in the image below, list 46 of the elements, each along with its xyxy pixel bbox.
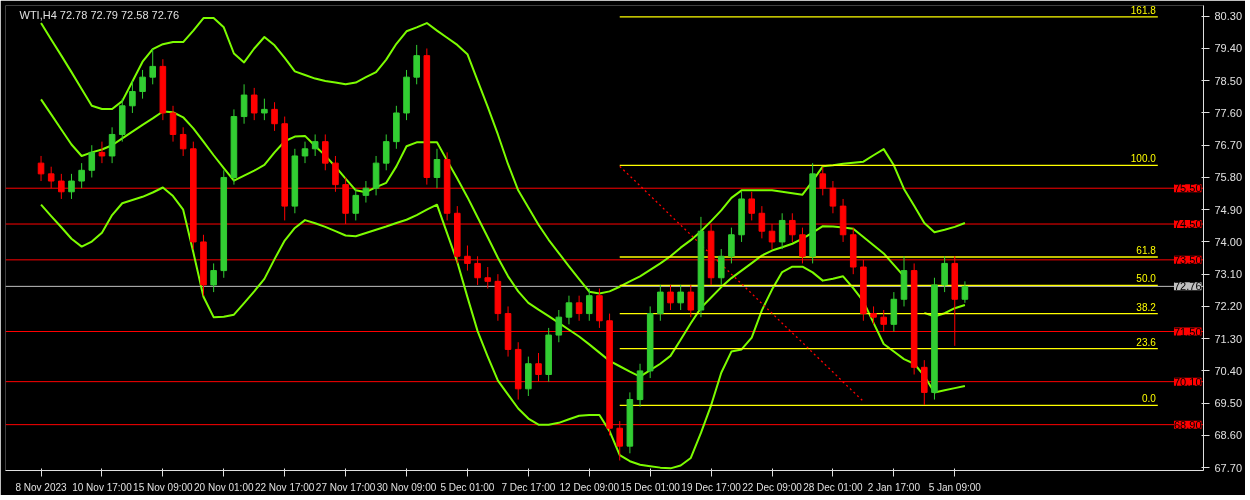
series-label: 161.8	[1130, 4, 1157, 16]
series-label: 61.8	[1136, 244, 1157, 256]
y-tick-label: 79.40	[1214, 42, 1243, 55]
y-tick-label: 67.70	[1214, 461, 1243, 474]
y-tick-label: 72.20	[1214, 300, 1243, 313]
y-tick-label: 68.60	[1214, 429, 1243, 442]
y-tick-label: 71.30	[1214, 332, 1243, 345]
x-tick-label: 15 Nov 09:00	[133, 481, 194, 493]
ref-line-label: 73.50	[1173, 253, 1202, 266]
ref-line-label: 70.10	[1173, 375, 1202, 388]
ref-line-label: 75.50	[1173, 182, 1202, 195]
x-tick-label: 5 Jan 09:00	[928, 481, 982, 493]
y-tick-label: 69.50	[1214, 397, 1243, 410]
x-tick-label: 2 Jan 17:00	[867, 481, 921, 493]
y-tick-label: 78.50	[1214, 74, 1243, 87]
x-tick-label: 22 Nov 17:00	[254, 481, 315, 493]
ref-line-label: 71.50	[1173, 325, 1202, 338]
x-tick-label: 12 Dec 09:00	[559, 481, 620, 493]
x-tick-label: 10 Nov 17:00	[72, 481, 133, 493]
x-tick-label: 8 Nov 2023	[15, 481, 68, 493]
series-label: 50.0	[1136, 273, 1157, 285]
y-tick-label: 73.10	[1214, 268, 1243, 281]
x-tick-label: 27 Nov 17:00	[315, 481, 376, 493]
x-tick-label: 15 Dec 01:00	[620, 481, 681, 493]
y-tick-label: 74.90	[1214, 203, 1243, 216]
y-tick-label: 70.40	[1214, 364, 1243, 377]
y-tick-label: 75.80	[1214, 171, 1243, 184]
y-tick-label: 77.60	[1214, 106, 1243, 119]
x-tick-label: 22 Dec 09:00	[742, 481, 803, 493]
ref-line-label: 72.76	[1173, 280, 1202, 293]
x-tick-label: 5 Dec 01:00	[440, 481, 495, 493]
x-tick-label: 7 Dec 17:00	[501, 481, 556, 493]
series-label: 0.0	[1141, 393, 1157, 405]
ref-line-label: 68.90	[1173, 418, 1202, 431]
series-label: 23.6	[1136, 336, 1157, 348]
series-label: 38.2	[1136, 301, 1157, 313]
x-tick-label: 20 Nov 01:00	[194, 481, 254, 493]
x-tick-label: 30 Nov 09:00	[376, 481, 437, 493]
y-tick-label: 76.70	[1214, 139, 1243, 152]
x-tick-label: 19 Dec 17:00	[681, 481, 742, 493]
chart-title: WTI,H4 72.78 72.79 72.58 72.76	[19, 8, 180, 21]
x-tick-label: 28 Dec 01:00	[803, 481, 864, 493]
ref-line-label: 74.50	[1173, 218, 1202, 231]
series-label: 100.0	[1130, 153, 1157, 165]
y-tick-label: 80.30	[1214, 10, 1243, 23]
y-tick-label: 74.00	[1214, 235, 1243, 248]
